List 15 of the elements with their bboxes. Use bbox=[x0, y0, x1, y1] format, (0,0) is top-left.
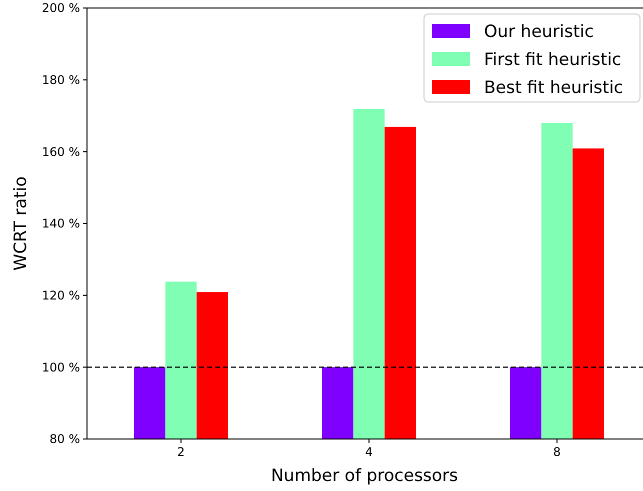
x-tick-label: 8 bbox=[553, 445, 561, 459]
x-axis-title: Number of processors bbox=[270, 466, 458, 486]
legend-label: First fit heuristic bbox=[484, 50, 622, 70]
y-tick-label: 200 % bbox=[42, 1, 80, 16]
y-tick-label: 160 % bbox=[42, 144, 80, 159]
y-tick-label: 120 % bbox=[42, 288, 80, 303]
y-tick-label: 100 % bbox=[42, 360, 80, 374]
y-tick-label: 140 % bbox=[42, 216, 80, 231]
y-axis-title: WCRT ratio bbox=[11, 176, 31, 271]
legend-label: Our heuristic bbox=[484, 22, 594, 42]
legend-label: Best fit heuristic bbox=[484, 78, 624, 98]
x-tick-label: 2 bbox=[177, 445, 185, 459]
y-tick-label: 180 % bbox=[42, 73, 80, 88]
x-tick-label: 4 bbox=[365, 445, 373, 459]
y-tick-label: 80 % bbox=[50, 432, 80, 446]
